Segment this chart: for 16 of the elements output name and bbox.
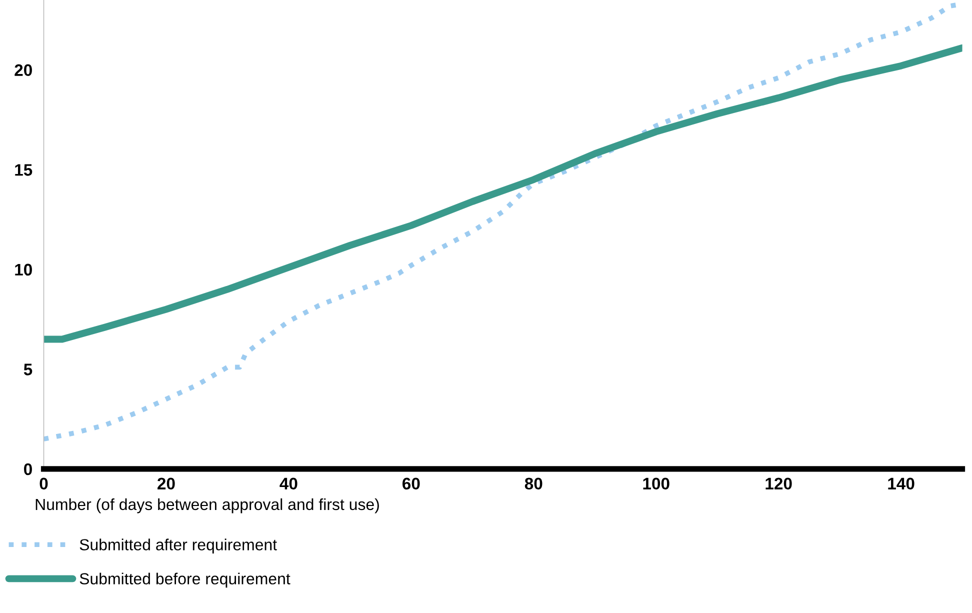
x-tick-label: 80 (524, 478, 542, 490)
y-tick-label: 5 (24, 364, 32, 376)
y-tick-label: 15 (15, 164, 32, 176)
x-tick-label: 100 (643, 478, 670, 490)
x-tick-label: 60 (402, 478, 420, 490)
legend-label: Submitted before requirement (80, 572, 290, 588)
x-tick-label: 0 (40, 478, 48, 490)
y-tick-label: 0 (24, 463, 32, 476)
x-axis-title: Number (of days between approval and first use) (36, 498, 379, 514)
x-tick-label: 120 (766, 478, 792, 490)
legend-label: Submitted after requirement (80, 538, 277, 554)
x-tick-label: 140 (888, 478, 914, 490)
x-tick-label: 40 (280, 478, 298, 490)
y-tick-label: 10 (15, 264, 32, 276)
y-tick-label: 20 (14, 64, 32, 76)
x-tick-label: 20 (158, 478, 175, 490)
